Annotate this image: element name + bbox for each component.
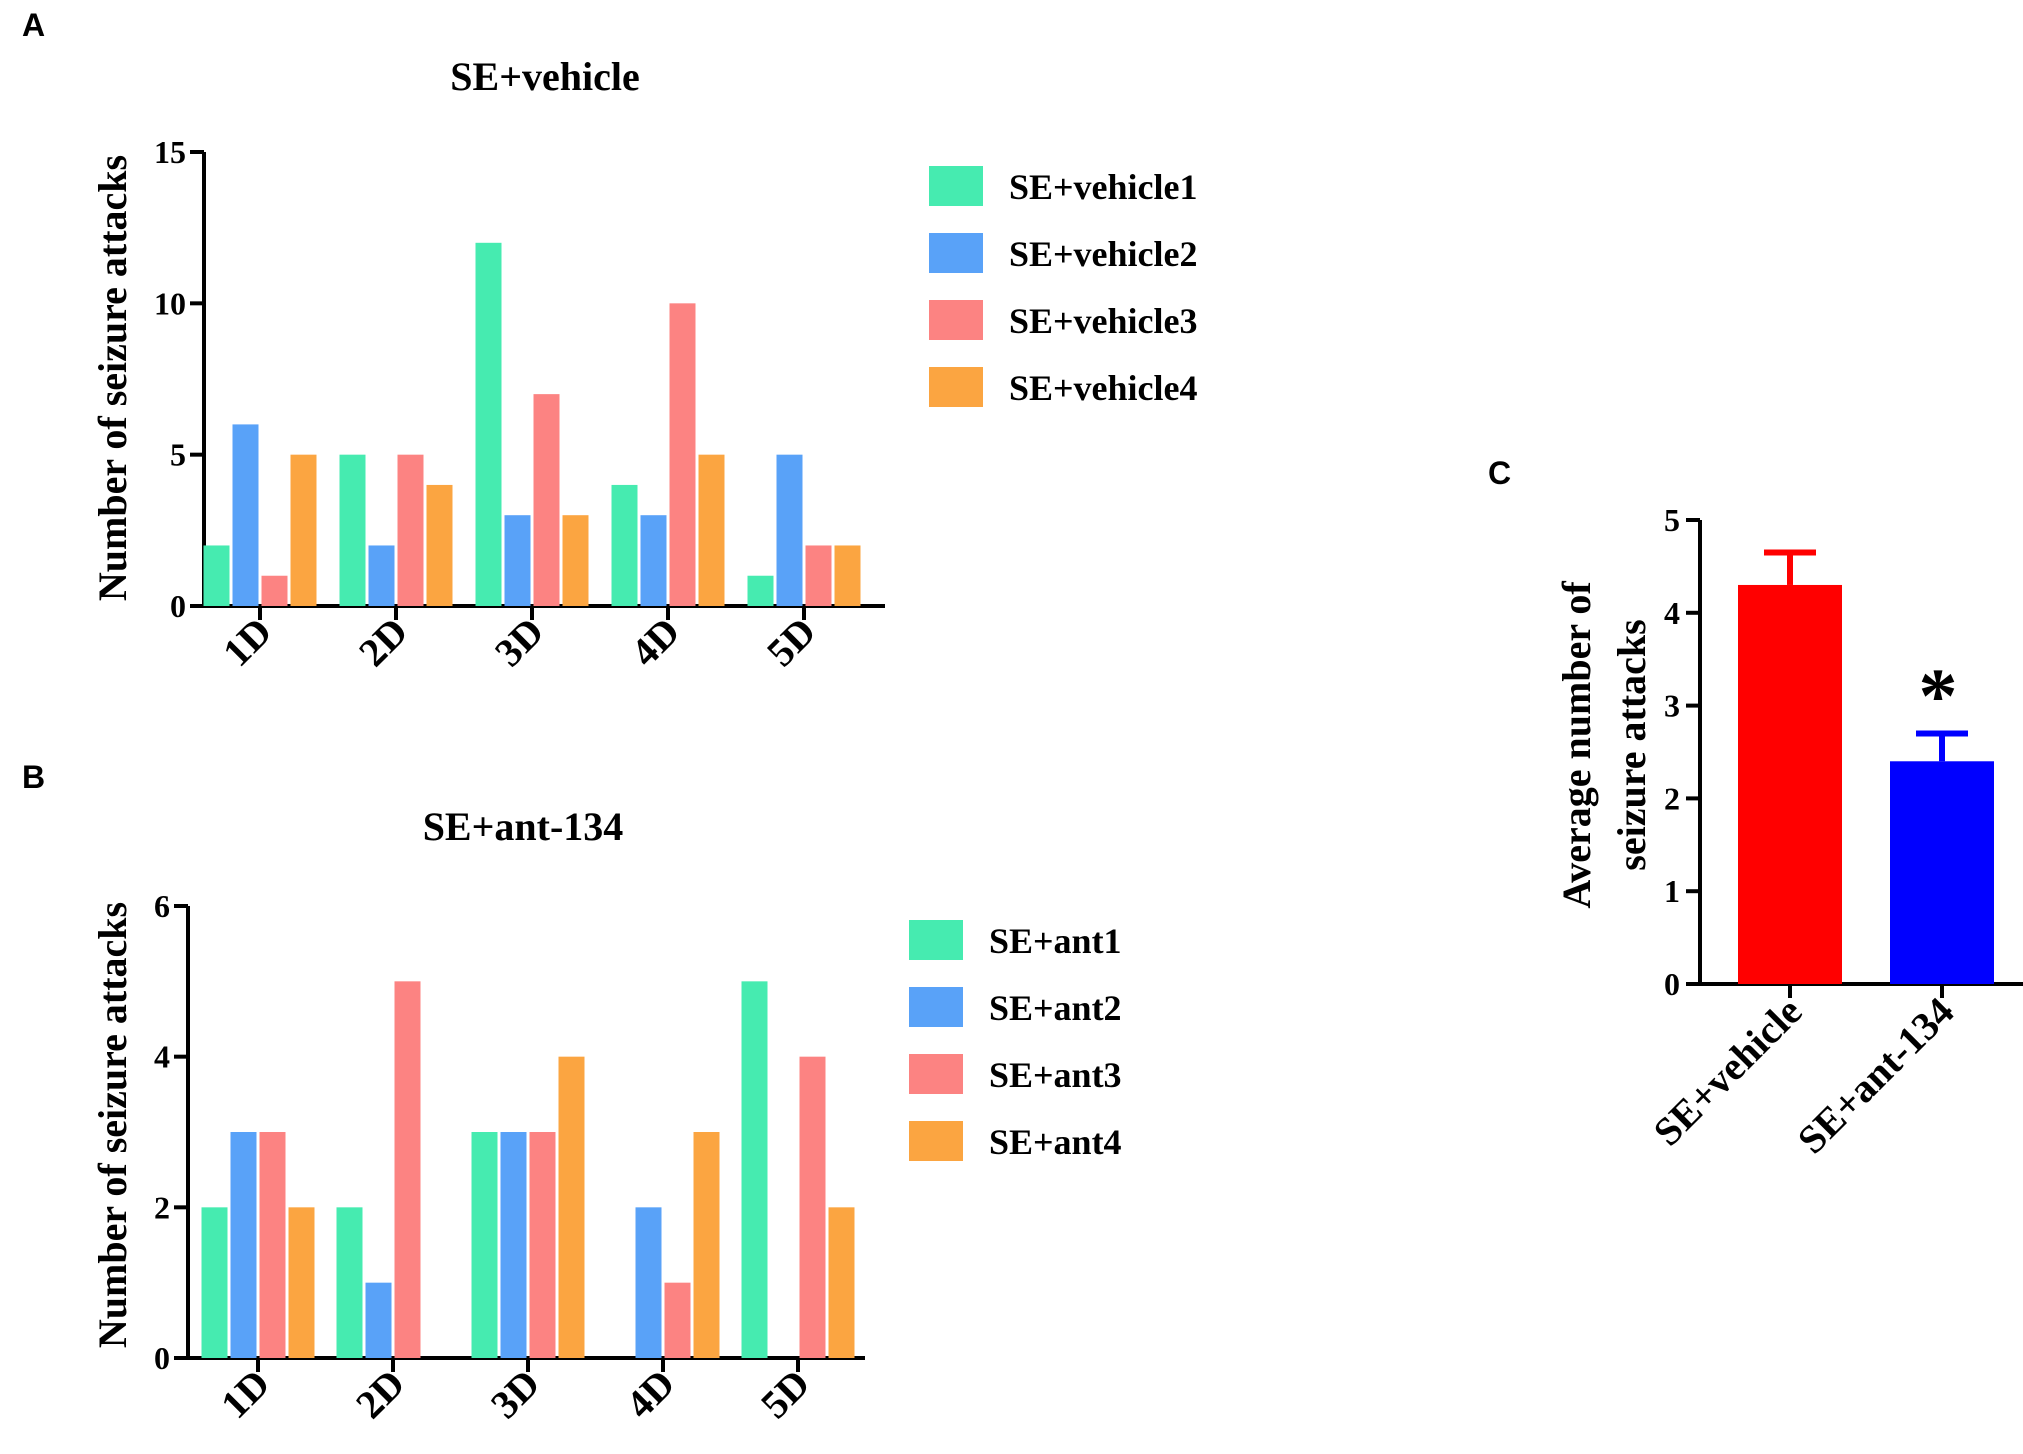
chart-b-bar [664,1282,691,1358]
chart-a-y-tick-label: 0 [170,588,186,624]
chart-c-y-tick-label: 1 [1664,873,1680,909]
chart-a-bar [611,484,638,606]
chart-c-x-tick-label: SE+ant-134 [1789,989,1963,1163]
chart-a-ylabel: Number of seizure attacks [90,155,135,601]
chart-a-bar [290,454,317,606]
chart-a-x-tick-label: 5D [758,609,824,675]
panel-letter-b: B [22,759,45,795]
chart-b-bar [336,1207,363,1358]
chart-a-y-tick-label: 5 [170,437,186,473]
chart-b-bar [529,1132,556,1358]
chart-a: 0 5 10 15 1D 2D 3D 4D 5D SE+vehicle1 SE+vehicle2 SE… [154,134,1198,675]
chart-b-bar [471,1132,498,1358]
chart-a-legend-swatch [929,166,983,206]
chart-b-bar [635,1207,662,1358]
chart-a-bar [562,515,589,606]
panel-letter-a: A [22,7,45,43]
chart-c-y-tick-label: 3 [1664,688,1680,724]
chart-a-bar [232,424,259,606]
chart-b-bar [693,1132,720,1358]
chart-b-legend-swatch [909,1054,963,1094]
chart-c-y-tick-label: 4 [1664,595,1680,631]
chart-b-bar [741,981,768,1358]
chart-a-bar [397,454,424,606]
chart-b-ylabel: Number of seizure attacks [90,902,135,1348]
chart-a-x-tick-label: 1D [214,609,280,675]
chart-a-bar [640,515,667,606]
chart-a-y-tick-label: 10 [154,285,186,321]
chart-b-bar [230,1132,257,1358]
chart-a-legend-swatch [929,367,983,407]
chart-b-x-tick-label: 5D [752,1361,818,1427]
chart-a-legend-label: SE+vehicle1 [1009,167,1198,207]
chart-c-bar [1890,761,1994,984]
chart-b-y-tick-label: 0 [154,1340,170,1376]
chart-a-bar [368,545,395,606]
significance-asterisk: * [1919,652,1958,739]
chart-a-bar [698,454,725,606]
chart-c-y-tick-label: 5 [1664,502,1680,538]
chart-c-y-tick-label: 2 [1664,780,1680,816]
chart-a-legend-swatch [929,300,983,340]
chart-c-x-tick-label: SE+vehicle [1645,989,1811,1155]
chart-a-legend-label: SE+vehicle4 [1009,368,1198,408]
panel-letter-c: C [1488,455,1511,491]
chart-a-bar [834,545,861,606]
chart-a-bar [203,545,230,606]
chart-a-bar [776,454,803,606]
chart-a-legend-label: SE+vehicle3 [1009,301,1198,341]
chart-b-bar [288,1207,315,1358]
chart-b-x-tick-label: 2D [347,1361,413,1427]
chart-a-bar [747,575,774,606]
chart-b-bar [365,1282,392,1358]
chart-c-ylabel-line2: seizure attacks [1609,619,1654,870]
chart-b-legend-swatch [909,987,963,1027]
chart-b-x-tick-label: 1D [212,1361,278,1427]
chart-c-ylabel-line1: Average number of [1554,581,1599,909]
chart-b-bar [500,1132,527,1358]
chart-a-bar [805,545,832,606]
chart-b-y-tick-label: 6 [154,888,170,924]
chart-b-legend-label: SE+ant2 [989,988,1122,1028]
chart-b-legend-swatch [909,920,963,960]
chart-a-bar [504,515,531,606]
chart-b-bar [259,1132,286,1358]
chart-b-bar [394,981,421,1358]
chart-b-y-tick-label: 2 [154,1189,170,1225]
chart-b-legend-label: SE+ant4 [989,1122,1122,1162]
chart-b-y-tick-label: 4 [154,1039,170,1075]
chart-b-x-tick-label: 3D [482,1361,548,1427]
chart-a-legend-label: SE+vehicle2 [1009,234,1198,274]
chart-a-bar [261,575,288,606]
chart-a-bar [533,394,560,606]
chart-b-legend-label: SE+ant1 [989,921,1122,961]
chart-a-x-tick-label: 4D [622,609,688,675]
chart-c-y-tick-label: 0 [1664,966,1680,1002]
chart-b-title: SE+ant-134 [423,804,624,849]
chart-b: 0 2 4 6 1D 2D 3D 4D 5D SE+ant1 SE+ant2 SE+ant3 SE+an… [154,888,1122,1427]
chart-b-bar [201,1207,228,1358]
chart-a-bar [475,242,502,607]
chart-a-bar [426,484,453,606]
chart-a-title: SE+vehicle [450,54,639,99]
chart-b-legend-swatch [909,1121,963,1161]
chart-b-bar [799,1056,826,1358]
chart-b-legend-label: SE+ant3 [989,1055,1122,1095]
chart-b-bar [828,1207,855,1358]
chart-a-bar [669,303,696,606]
chart-a-x-tick-label: 2D [350,609,416,675]
chart-a-legend-swatch [929,233,983,273]
chart-b-x-tick-label: 4D [617,1361,683,1427]
chart-c-bar [1738,584,1842,984]
chart-b-bar [558,1056,585,1358]
chart-a-x-tick-label: 3D [486,609,552,675]
chart-a-bar [339,454,366,606]
chart-a-y-tick-label: 15 [154,134,186,170]
